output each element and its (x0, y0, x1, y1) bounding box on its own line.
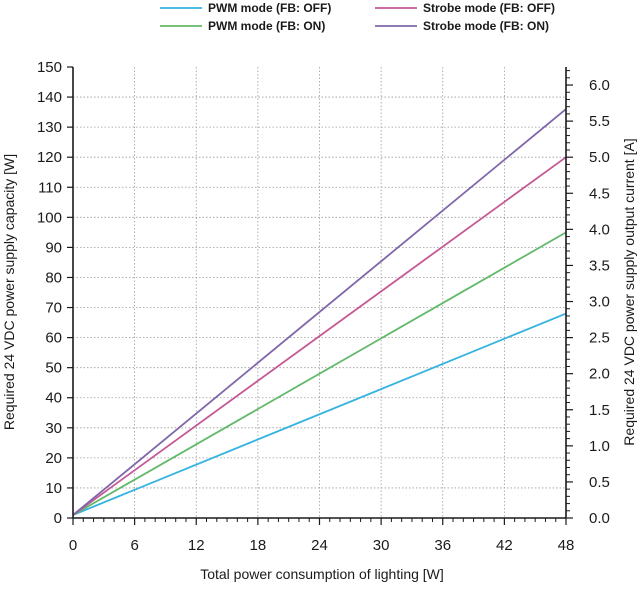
y2-tick-label: 2.5 (589, 330, 610, 347)
y2-tick-label: 3.5 (589, 257, 610, 274)
x-tick-label: 6 (130, 537, 138, 554)
y2-tick-label: 0.0 (589, 510, 610, 527)
legend-item-3: Strobe mode (FB: OFF) (375, 1, 555, 15)
y-tick-label: 10 (45, 480, 62, 497)
legend-label: PWM mode (FB: ON) (208, 19, 325, 33)
legend-label: Strobe mode (FB: OFF) (423, 1, 555, 15)
legend-label: PWM mode (FB: OFF) (208, 1, 331, 15)
y-tick-label: 40 (45, 390, 62, 407)
y2-axis-title: Required 24 VDC power supply output curr… (621, 138, 637, 445)
y-tick-label: 20 (45, 450, 62, 467)
legend-item-2: PWM mode (FB: ON) (160, 19, 325, 33)
y2-tick-label: 1.0 (589, 438, 610, 455)
y-tick-label: 70 (45, 300, 62, 317)
x-tick-label: 24 (311, 537, 328, 554)
y-tick-label: 60 (45, 330, 62, 347)
series-line-1 (72, 312, 567, 516)
x-tick-label: 42 (496, 537, 513, 554)
y-tick-label: 30 (45, 420, 62, 437)
legend-item-4: Strobe mode (FB: ON) (375, 19, 549, 33)
y-tick-label: 150 (37, 59, 62, 76)
y2-tick-label: 6.0 (589, 77, 610, 94)
x-axis-title: Total power consumption of lighting [W] (200, 566, 444, 582)
y2-tick-label: 3.0 (589, 294, 610, 311)
y-axis-title: Required 24 VDC power supply capacity [W… (1, 154, 17, 430)
legend: PWM mode (FB: OFF) PWM mode (FB: ON) Strob… (160, 1, 555, 33)
legend-item-1: PWM mode (FB: OFF) (160, 1, 331, 15)
x-tick-label: 12 (188, 537, 205, 554)
legend-label: Strobe mode (FB: ON) (423, 19, 549, 33)
grid (73, 67, 566, 518)
x-tick-label: 0 (69, 537, 77, 554)
y-tick-label: 110 (38, 179, 62, 196)
x-tick-label: 18 (250, 537, 267, 554)
series-line-4 (72, 108, 567, 516)
y2-tick-label: 0.5 (589, 474, 610, 491)
y2-tick-label: 4.0 (589, 221, 610, 238)
y2-tick-label: 5.5 (589, 113, 610, 130)
x-tick-label: 48 (558, 537, 575, 554)
x-tick-label: 36 (434, 537, 451, 554)
y-tick-label: 80 (45, 269, 62, 286)
y2-tick-label: 4.5 (589, 185, 610, 202)
y-tick-label: 120 (37, 149, 62, 166)
y-tick-label: 0 (54, 510, 62, 527)
y-tick-label: 100 (37, 209, 62, 226)
y-tick-label: 130 (37, 119, 62, 136)
y-tick-label: 140 (37, 89, 62, 106)
y2-tick-label: 1.5 (589, 402, 610, 419)
series-line-2 (72, 231, 567, 516)
y2-tick-label: 5.0 (589, 149, 610, 166)
y-tick-label: 90 (45, 239, 62, 256)
series-lines (72, 108, 567, 516)
series-line-3 (72, 156, 567, 516)
y2-tick-label: 2.0 (589, 366, 610, 383)
ticks: 0 6 12 18 24 30 36 42 48 0 10 20 30 40 50 60 70 80 90 100 11… (37, 59, 610, 554)
x-tick-label: 30 (373, 537, 390, 554)
y-tick-label: 50 (45, 360, 62, 377)
